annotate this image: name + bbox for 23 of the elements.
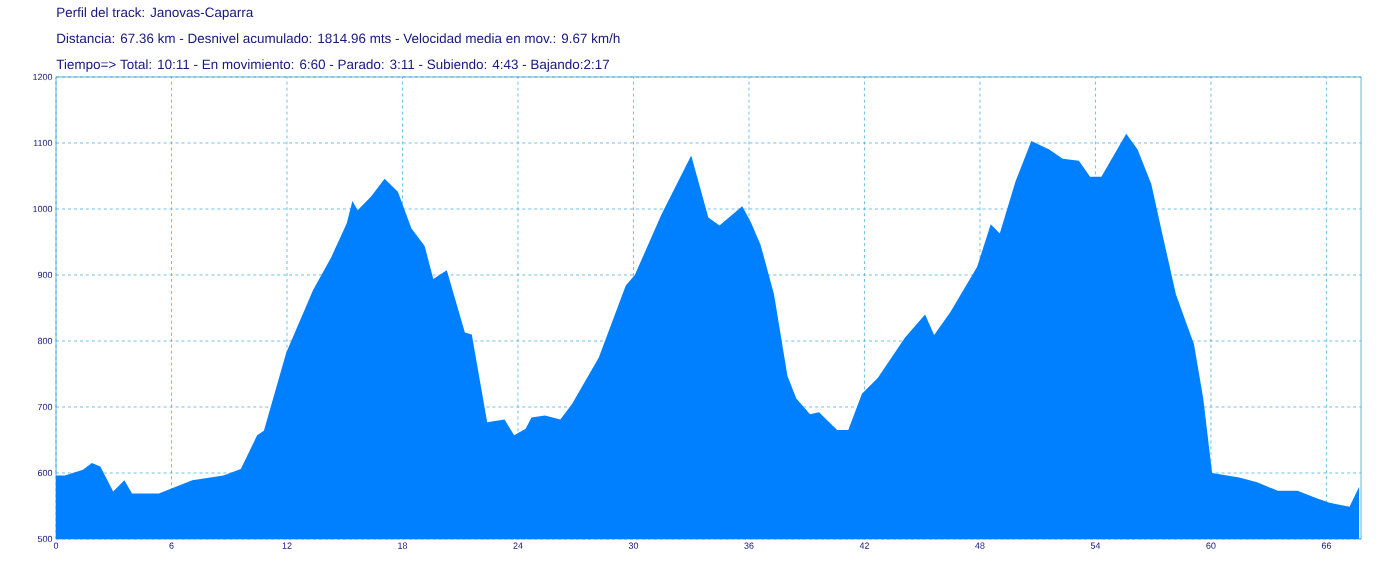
x-tick-label: 6 (169, 542, 174, 549)
x-tick-label: 54 (1090, 542, 1101, 549)
y-tick-label: 700 (37, 403, 53, 411)
x-tick-label: 36 (744, 542, 754, 549)
y-tick-label: 600 (37, 469, 53, 477)
x-tick-label: 66 (1321, 542, 1332, 549)
y-tick-label: 1100 (33, 139, 53, 147)
x-tick-label: 24 (513, 542, 523, 549)
y-tick-label: 900 (37, 271, 53, 279)
y-tick-label: 800 (37, 337, 53, 345)
x-tick-label: 30 (628, 542, 639, 549)
x-tick-label: 48 (975, 542, 985, 549)
chart-subtitle: Distancia: 67.36 km - Desnivel acumulado: 1814.96 mts - Velocidad media en mov.: 9.67 km/h (57, 33, 620, 44)
x-tick-label: 12 (282, 542, 292, 549)
y-tick-label: 500 (37, 535, 53, 543)
chart-title: Perfil del track: Janovas-Caparra (57, 7, 254, 20)
y-tick-label: 1200 (33, 73, 53, 81)
x-tick-label: 60 (1206, 542, 1216, 549)
y-tick-label: 1000 (33, 205, 53, 213)
x-tick-label: 42 (859, 542, 869, 549)
x-tick-label: 18 (398, 542, 408, 549)
text: Tiempo=> Total: 10:11 - En movimiento: 6:60 - Parado: 3:11 - Subiendo: 4:43 - Bajando:2:17 (56, 59, 609, 72)
x-tick-label: 0 (53, 542, 59, 549)
